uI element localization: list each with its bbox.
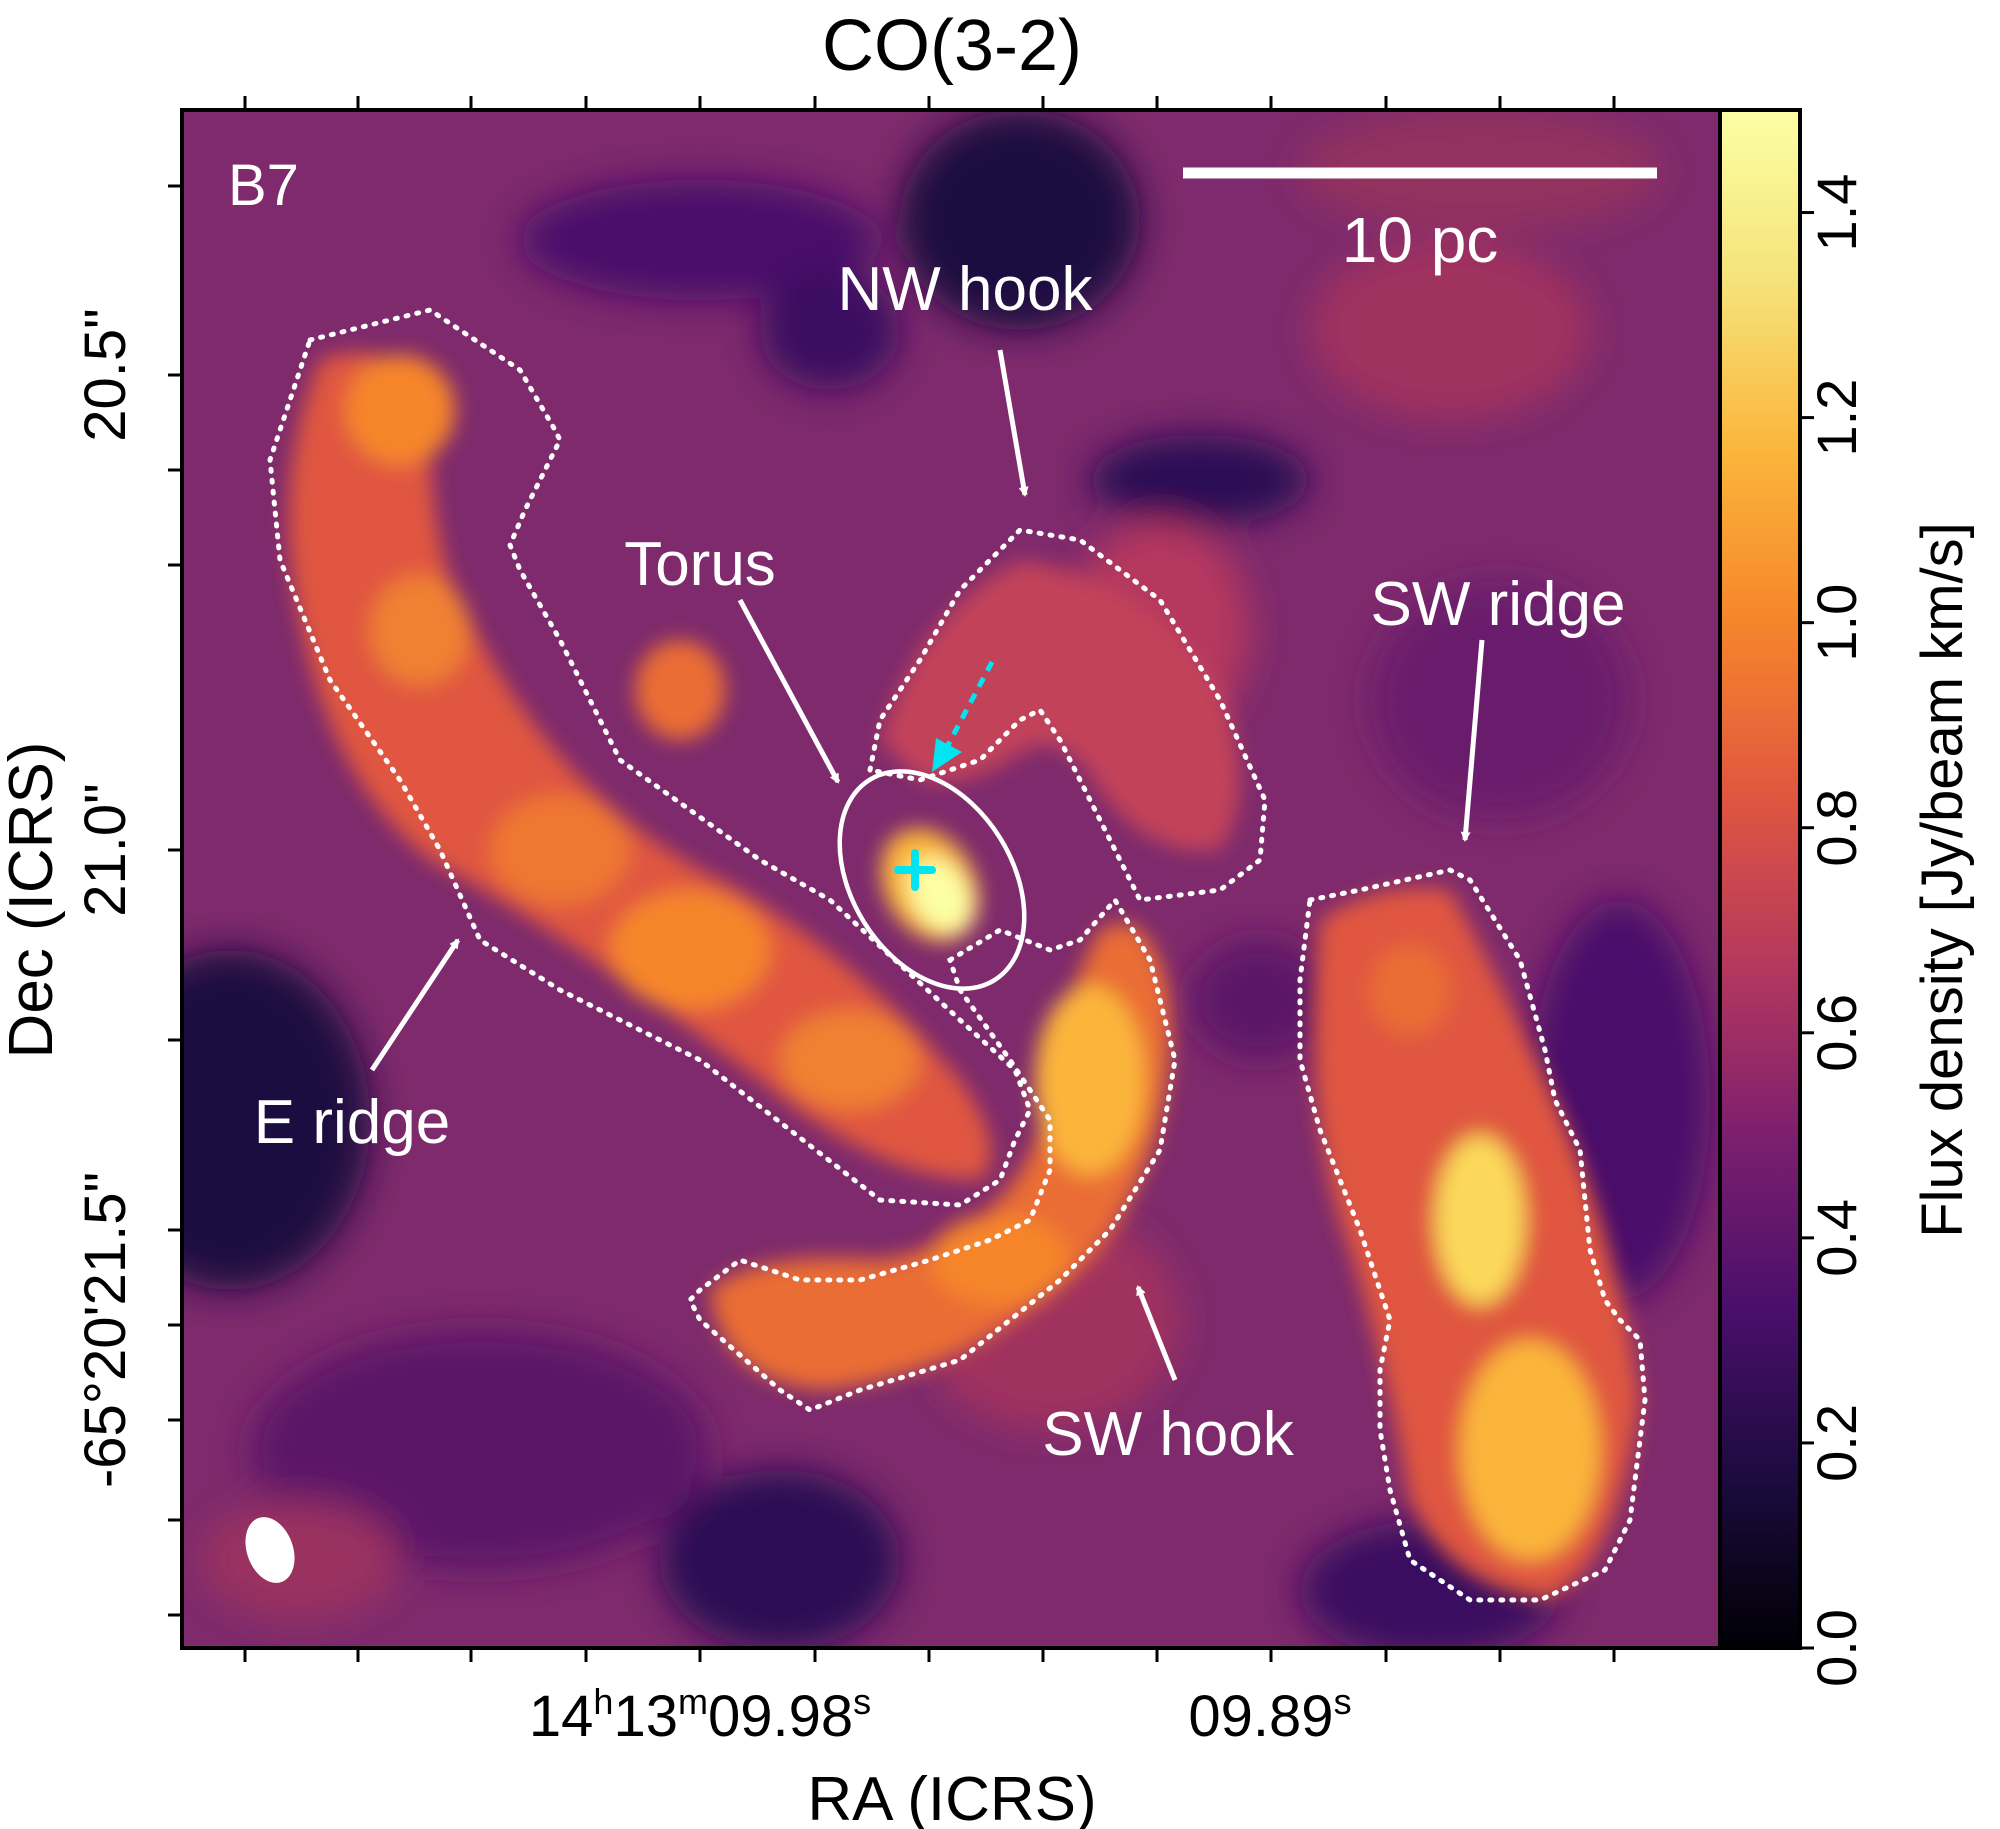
x-axis-label: RA (ICRS): [807, 1765, 1096, 1829]
colorbar-tick-label: 1.2: [1805, 379, 1868, 457]
sw-hook-arrow: [1135, 1285, 1178, 1381]
sw-ridge-contour: [1297, 867, 1648, 1603]
x-tick-label-09.89: 09.89s: [1188, 1681, 1351, 1749]
nw-hook-arrow: [997, 349, 1029, 497]
colorbar-tick-label: 0.4: [1805, 1199, 1868, 1277]
label-nw-hook: NW hook: [838, 255, 1094, 324]
beam-ellipse: [245, 1517, 295, 1583]
y-tick-label-21.0: 21.0": [73, 783, 138, 916]
torus-arrow: [737, 598, 841, 784]
region-contours: [267, 307, 1648, 1603]
x-tick-label-09.98: 14h13m09.98s: [529, 1681, 871, 1749]
sw-ridge-arrow: [1460, 639, 1485, 842]
e-ridge-arrow: [369, 938, 461, 1072]
colorbar-tick-label: 0.8: [1805, 789, 1868, 867]
y-axis-ticks: [168, 184, 182, 1617]
torus-ellipse: [837, 769, 1027, 991]
colorbar-tick-label: 0.6: [1805, 994, 1868, 1072]
nw-hook-contour: [867, 527, 1268, 903]
colorbar: [1718, 108, 1802, 1650]
colorbar-tick-label: 0.2: [1805, 1404, 1868, 1482]
band-label: B7: [228, 153, 299, 218]
label-e-ridge: E ridge: [254, 1088, 450, 1157]
y-tick-label-20.5: 20.5": [73, 308, 138, 441]
colorbar-tick-label: 0.0: [1805, 1609, 1868, 1687]
label-sw-hook: SW hook: [1042, 1400, 1295, 1469]
colorbar-ticks: 0.0 0.2 0.4 0.6 0.8 1.0 1.2 1.4: [1800, 174, 1868, 1687]
colorbar-tick-label: 1.0: [1805, 584, 1868, 662]
x-axis-ticks: [243, 96, 1616, 1662]
label-sw-ridge: SW ridge: [1371, 570, 1626, 639]
e-ridge-contour: [267, 307, 1033, 1208]
map-emission-features: [288, 352, 1640, 1600]
intensity-map: [182, 110, 1720, 1648]
nucleus-marker-cross: [894, 849, 936, 891]
label-torus: Torus: [624, 530, 776, 599]
colorbar-label: Flux density [Jy/beam km/s]: [1910, 522, 1975, 1238]
chart-title: CO(3-2): [822, 6, 1082, 86]
annotation-arrows: [369, 349, 1485, 1381]
scale-bar-label: 10 pc: [1342, 204, 1499, 276]
sw-hook-contour: [686, 895, 1178, 1413]
y-tick-label-21.5: -65°20'21.5": [73, 1172, 138, 1488]
colorbar-tick-label: 1.4: [1805, 174, 1868, 252]
cyan-dashed-arrow: [932, 660, 995, 772]
y-axis-label: Dec (ICRS): [0, 742, 66, 1059]
